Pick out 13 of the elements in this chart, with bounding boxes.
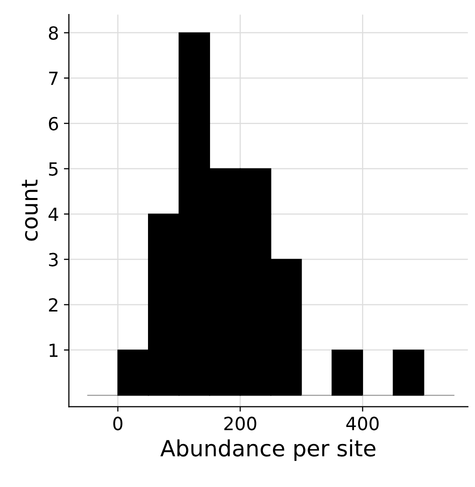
y-tick-label: 4 — [48, 208, 58, 221]
y-tick-label: 6 — [48, 116, 58, 130]
x-tick-label: 200 — [224, 416, 256, 430]
y-axis-title: count — [22, 180, 38, 241]
y-tick-label: 8 — [48, 26, 58, 40]
x-axis-title: Abundance per site — [160, 439, 376, 461]
x-tick-label: 0 — [113, 416, 122, 430]
y-tick-label: 2 — [48, 298, 58, 312]
y-tick-label: 7 — [49, 72, 58, 85]
y-tick-label: 5 — [49, 162, 58, 176]
x-tick-label: 400 — [346, 416, 379, 430]
y-tick-label: 3 — [49, 252, 58, 266]
y-tick-label: 1 — [50, 344, 58, 357]
